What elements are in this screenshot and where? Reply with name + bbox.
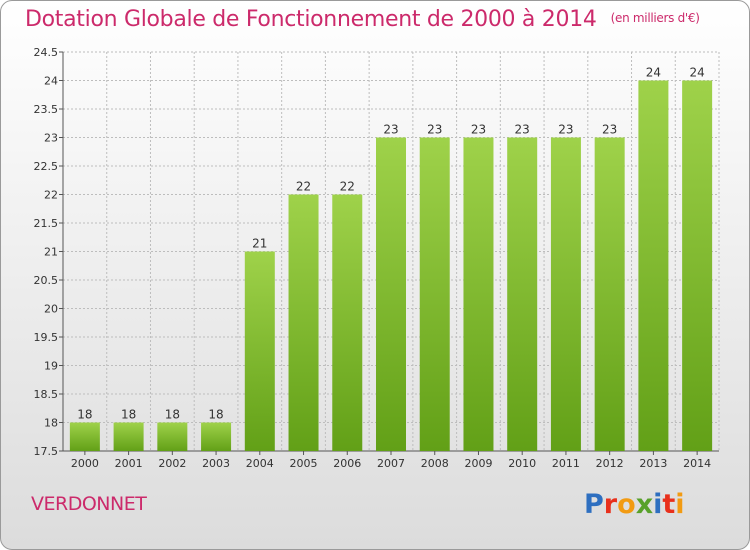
bar-value-label: 23 <box>427 123 442 137</box>
y-tick-label: 19 <box>44 360 58 373</box>
bar <box>69 422 100 451</box>
labels: 17.5 18 18.5 19 19.5 20 20.5 21 21.5 22 22.5 23 23.5… <box>34 46 712 470</box>
logo-letter: t <box>662 489 676 520</box>
bar <box>244 251 275 451</box>
y-tick-label: 17.5 <box>34 445 59 458</box>
x-tick-label: 2007 <box>377 457 405 470</box>
logo-letter: i <box>675 489 685 520</box>
bar <box>638 80 669 451</box>
bar <box>550 137 581 451</box>
bar-value-label: 24 <box>646 66 661 80</box>
x-tick-label: 2008 <box>421 457 449 470</box>
y-tick-label: 22 <box>44 189 58 202</box>
x-tick-label: 2012 <box>596 457 624 470</box>
bar <box>201 422 232 451</box>
chart-unit-label: (en milliers d'€) <box>610 11 700 25</box>
logo-letter: P <box>584 489 604 520</box>
bar-value-label: 23 <box>602 123 617 137</box>
commune-name: VERDONNET <box>31 493 147 515</box>
chart-title: Dotation Globale de Fonctionnement de 20… <box>25 7 700 32</box>
x-tick-label: 2011 <box>552 457 580 470</box>
bar <box>332 194 363 451</box>
y-tick-label: 21.5 <box>34 217 59 230</box>
bar-value-label: 23 <box>383 123 398 137</box>
x-tick-label: 2004 <box>246 457 274 470</box>
bar-value-label: 18 <box>208 408 223 422</box>
logo-letter: r <box>603 489 618 520</box>
x-tick-label: 2002 <box>158 457 186 470</box>
bar-value-label: 18 <box>77 408 92 422</box>
y-tick-label: 18 <box>44 417 58 430</box>
x-tick-label: 2000 <box>71 457 99 470</box>
bar-value-label: 21 <box>252 237 267 251</box>
chart-title-text: Dotation Globale de Fonctionnement de 20… <box>25 7 597 32</box>
logo-letter: o <box>617 489 636 520</box>
bar-value-label: 24 <box>689 66 704 80</box>
y-tick-label: 18.5 <box>34 388 59 401</box>
bar-value-label: 23 <box>558 123 573 137</box>
y-tick-label: 22.5 <box>34 160 59 173</box>
x-tick-label: 2013 <box>639 457 667 470</box>
bar <box>594 137 625 451</box>
bar-value-label: 23 <box>515 123 530 137</box>
x-tick-label: 2001 <box>115 457 143 470</box>
y-tick-label: 21 <box>44 246 58 259</box>
y-tick-label: 24 <box>44 75 58 88</box>
y-tick-label: 19.5 <box>34 331 59 344</box>
x-tick-label: 2003 <box>202 457 230 470</box>
bar-value-label: 18 <box>165 408 180 422</box>
y-tick-label: 20.5 <box>34 274 59 287</box>
y-tick-label: 20 <box>44 303 58 316</box>
bar-value-label: 23 <box>471 123 486 137</box>
bar <box>376 137 406 451</box>
x-tick-label: 2005 <box>290 457 318 470</box>
bar <box>288 194 319 451</box>
bar <box>463 137 494 451</box>
bar-value-label: 22 <box>296 180 311 194</box>
x-tick-label: 2009 <box>464 457 492 470</box>
y-tick-label: 23.5 <box>34 103 59 116</box>
y-tick-label: 24.5 <box>34 46 59 59</box>
bar <box>113 422 144 451</box>
y-tick-label: 23 <box>44 132 58 145</box>
x-tick-label: 2006 <box>333 457 361 470</box>
bar <box>419 137 450 451</box>
proxiti-logo: Proxiti <box>584 489 685 520</box>
x-tick-label: 2014 <box>683 457 711 470</box>
bar-value-label: 22 <box>340 180 355 194</box>
logo-letter: x <box>635 489 654 520</box>
bar-value-label: 18 <box>121 408 136 422</box>
logo-letter: i <box>653 489 663 520</box>
bar <box>507 137 538 451</box>
bar <box>682 80 713 451</box>
x-tick-label: 2010 <box>508 457 536 470</box>
bar <box>157 422 188 451</box>
bars <box>69 80 713 451</box>
